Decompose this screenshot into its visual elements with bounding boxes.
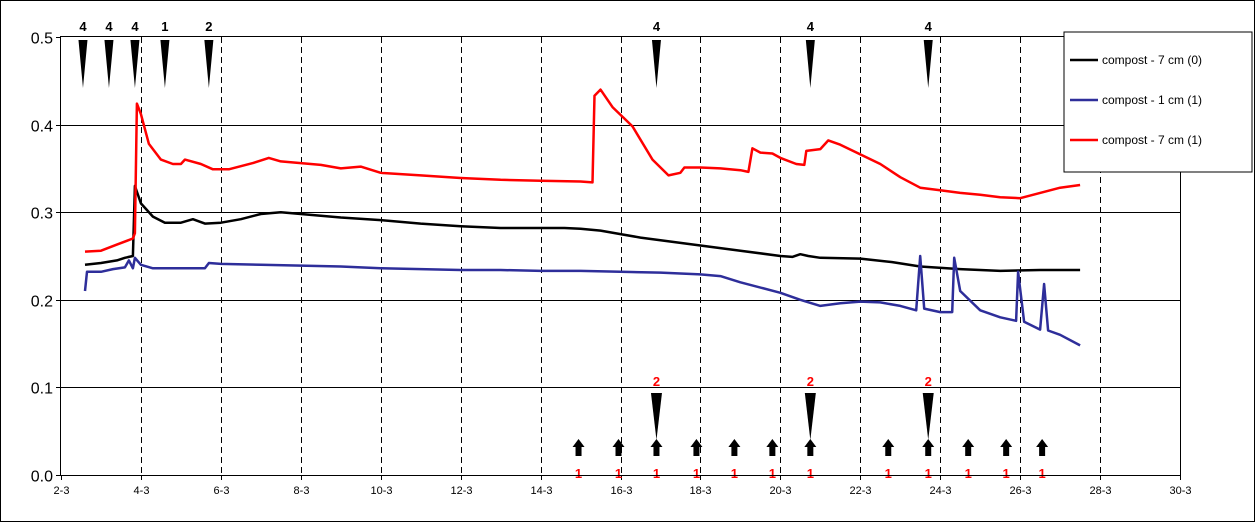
- y-tick-label: 0.3: [31, 206, 53, 223]
- top-marker-triangle: [104, 40, 114, 88]
- top-marker-label: 4: [79, 19, 87, 34]
- x-tick-label: 14-3: [530, 485, 552, 497]
- top-marker-label: 4: [131, 19, 139, 34]
- arrow-label: 1: [693, 466, 700, 481]
- arrow-label: 1: [1003, 466, 1010, 481]
- legend-box: [1063, 31, 1253, 173]
- arrow-label: 1: [769, 466, 776, 481]
- x-tick-label: 28-3: [1089, 485, 1111, 497]
- x-axis-ticks: 2-3 4-3 6-3 8-3 10-3 12-3 14-3 16-3 18-3 20-3 22-3…: [54, 475, 1192, 497]
- x-tick-label: 16-3: [610, 485, 632, 497]
- arrow-label: 1: [885, 466, 892, 481]
- top-marker-triangle: [160, 40, 170, 88]
- arrow-label: 1: [653, 466, 660, 481]
- arrow-label: 1: [965, 466, 972, 481]
- x-tick-label: 10-3: [370, 485, 392, 497]
- top-marker-triangle: [651, 40, 661, 88]
- y-tick-label: 0.0: [31, 469, 53, 486]
- x-tick-label: 22-3: [849, 485, 871, 497]
- grid-lines: [61, 37, 1180, 475]
- upward-arrow: [962, 439, 975, 456]
- top-marker-label: 4: [653, 19, 661, 34]
- y-axis-ticks: 0.0 0.1 0.2 0.3 0.4 0.5: [31, 31, 61, 486]
- x-tick-label: 30-3: [1169, 485, 1191, 497]
- bottom-marker-triangle: [804, 393, 816, 440]
- y-tick-label: 0.5: [31, 31, 53, 48]
- arrow-label: 1: [925, 466, 932, 481]
- top-marker-label: 2: [205, 19, 212, 34]
- upward-arrow: [612, 439, 625, 456]
- arrow-label: 1: [731, 466, 738, 481]
- series-line-1: [84, 184, 1081, 273]
- bottom-marker-triangle: [650, 393, 662, 440]
- y-tick-label: 0.1: [31, 381, 53, 398]
- upward-arrow: [882, 439, 895, 456]
- bottom-marker-label: 2: [807, 374, 814, 389]
- legend-label: compost - 7 cm (0): [1102, 53, 1202, 67]
- annotation-markers: 4 4 4 1 2 4 4 4 2 2 2 1 1 1 1 1 1 1 1 1 1 1 1: [78, 19, 1049, 481]
- legend: compost - 7 cm (0) compost - 1 cm (1) comp…: [1063, 31, 1253, 173]
- top-marker-label: 4: [807, 19, 815, 34]
- series-line-2: [83, 254, 1081, 347]
- y-tick-label: 0.4: [31, 119, 53, 136]
- top-marker-triangle: [805, 40, 815, 88]
- x-tick-label: 8-3: [294, 485, 310, 497]
- x-tick-label: 26-3: [1009, 485, 1031, 497]
- x-tick-label: 4-3: [134, 485, 150, 497]
- x-tick-label: 6-3: [214, 485, 230, 497]
- x-tick-label: 18-3: [689, 485, 711, 497]
- legend-label: compost - 1 cm (1): [1102, 93, 1202, 107]
- upward-arrow: [1000, 439, 1013, 456]
- top-marker-label: 1: [161, 19, 168, 34]
- upward-arrow: [766, 439, 779, 456]
- upward-arrow: [728, 439, 741, 456]
- x-tick-label: 2-3: [54, 485, 70, 497]
- bottom-marker-label: 2: [925, 374, 932, 389]
- top-marker-label: 4: [925, 19, 933, 34]
- legend-label: compost - 7 cm (1): [1102, 133, 1202, 147]
- series-line-3: [84, 88, 1081, 253]
- upward-arrow: [922, 439, 935, 456]
- plot-area-border: [60, 36, 1181, 476]
- y-tick-label: 0.2: [31, 294, 53, 311]
- upward-arrow: [690, 439, 703, 456]
- top-marker-triangle: [78, 40, 88, 88]
- arrow-label: 1: [575, 466, 582, 481]
- x-tick-label: 12-3: [450, 485, 472, 497]
- x-tick-label: 20-3: [769, 485, 791, 497]
- arrow-label: 1: [1039, 466, 1046, 481]
- series-lines: [83, 88, 1081, 347]
- x-tick-label: 24-3: [929, 485, 951, 497]
- top-marker-triangle: [130, 40, 140, 88]
- upward-arrow: [1036, 439, 1049, 456]
- upward-arrow: [650, 439, 663, 456]
- upward-arrow: [804, 439, 817, 456]
- arrow-label: 1: [807, 466, 814, 481]
- upward-arrow: [572, 439, 585, 456]
- top-marker-triangle: [923, 40, 933, 88]
- top-marker-triangle: [204, 40, 214, 88]
- bottom-marker-triangle: [922, 393, 934, 440]
- top-marker-label: 4: [105, 19, 113, 34]
- arrow-label: 1: [615, 466, 622, 481]
- bottom-marker-label: 2: [653, 374, 660, 389]
